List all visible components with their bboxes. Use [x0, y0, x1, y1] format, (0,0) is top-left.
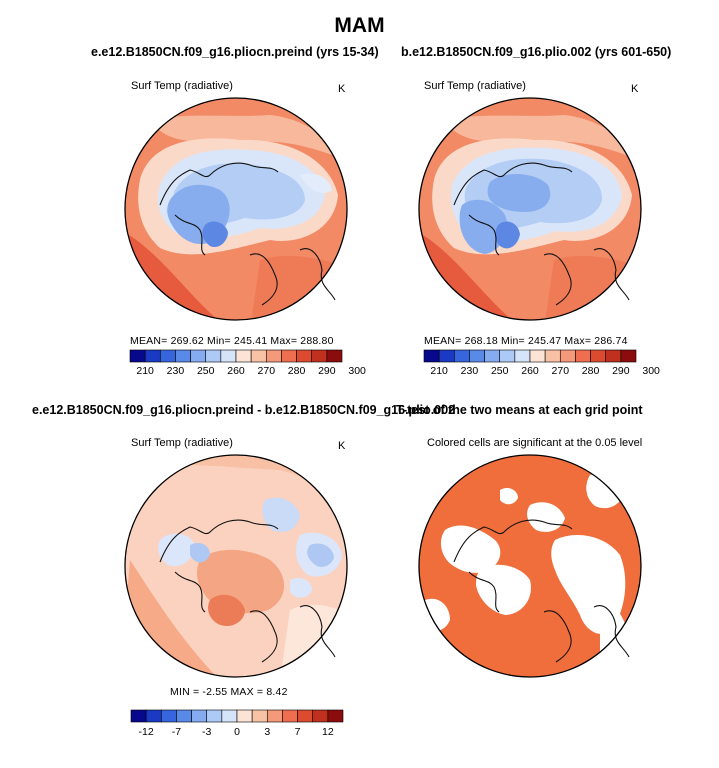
colorbar-swatch [297, 709, 314, 723]
colorbar-swatch [281, 349, 297, 363]
panel1-title: e.e12.B1850CN.f09_g16.pliocn.preind (yrs… [91, 45, 379, 59]
colorbar-swatch [160, 709, 177, 723]
colorbar-tick-label: 210 [136, 365, 154, 377]
colorbar-swatch [620, 349, 637, 363]
colorbar-swatch [453, 349, 470, 363]
colorbar-swatch [296, 349, 313, 363]
colorbar-swatch [265, 349, 282, 363]
panel4-map [419, 455, 641, 677]
colorbar-swatch [499, 349, 516, 363]
panel2-map [419, 98, 641, 320]
colorbar-tick-label: 270 [257, 365, 276, 377]
panel3-colorbar [130, 709, 344, 723]
colorbar-swatch [129, 349, 146, 363]
colorbar-swatch [327, 709, 344, 723]
colorbar-swatch [484, 349, 501, 363]
panel4-significance-label: Colored cells are significant at the 0.0… [427, 437, 643, 449]
colorbar-swatch [144, 349, 161, 363]
colorbar-swatch [175, 349, 191, 363]
colorbar-swatch [529, 349, 546, 363]
colorbar-swatch [205, 349, 222, 363]
colorbar-swatch [514, 349, 531, 363]
panel1-boundary [124, 97, 348, 321]
panel1-map [125, 98, 347, 320]
colorbar-tick-label: 260 [521, 365, 539, 377]
colorbar-tick-label: 290 [612, 365, 630, 377]
colorbar-tick-label: 230 [166, 365, 185, 377]
panel2-colorbar [423, 349, 637, 363]
colorbar-swatch [251, 709, 268, 723]
colorbar-swatch [438, 349, 455, 363]
panel1-variable-label: Surf Temp (radiative) [131, 80, 233, 92]
panel1-units: K [338, 83, 346, 95]
colorbar-swatch [326, 349, 343, 363]
coastlines [159, 162, 630, 663]
colorbar-swatch [590, 349, 607, 363]
colorbar-swatch [423, 349, 440, 363]
colorbar-swatch [282, 709, 298, 723]
colorbar-swatch [559, 349, 576, 363]
colorbar-tick-label: 250 [196, 365, 215, 377]
colorbar-swatch [159, 349, 176, 363]
colorbar-swatch [220, 349, 237, 363]
colorbar-tick-label: -7 [171, 726, 182, 738]
colorbar-tick-label: 210 [430, 365, 448, 377]
colorbar-swatch [206, 709, 223, 723]
colorbar-swatch [250, 349, 267, 363]
panel1-stats: MEAN= 269.62 Min= 245.41 Max= 288.80 [130, 335, 334, 347]
colorbar-swatch [266, 709, 283, 723]
colorbar-swatch [176, 709, 192, 723]
colorbar-tick-label: 3 [264, 726, 271, 738]
panel3-variable-label: Surf Temp (radiative) [131, 437, 233, 449]
panel1-colorbar [129, 349, 343, 363]
colorbar-swatch [130, 709, 147, 723]
colorbar-swatch [575, 349, 591, 363]
colorbar-tick-label: 280 [287, 365, 306, 377]
colorbar-tick-label: 300 [348, 365, 366, 377]
colorbar-tick-label: 290 [318, 365, 336, 377]
colorbar-swatch [221, 709, 238, 723]
colorbar-swatch [469, 349, 485, 363]
panel3-stats: MIN = -2.55 MAX = 8.42 [170, 686, 288, 698]
colorbar-tick-label: 250 [490, 365, 509, 377]
colorbar-tick-label: -3 [202, 726, 212, 738]
panel2-units: K [631, 83, 639, 95]
colorbar-swatch [145, 709, 162, 723]
panel3-boundary [124, 454, 348, 678]
colorbar-tick-label: 260 [227, 365, 245, 377]
colorbar-swatch [605, 349, 622, 363]
colorbar-tick-label: -12 [138, 726, 154, 738]
colorbar-tick-label: 0 [234, 726, 240, 738]
colorbar-tick-label: 280 [581, 365, 600, 377]
colorbar-tick-label: 7 [294, 726, 301, 738]
panel2-title: b.e12.B1850CN.f09_g16.plio.002 (yrs 601-… [401, 45, 672, 59]
panel3-units: K [338, 440, 346, 452]
panel4-boundary [418, 454, 642, 678]
colorbar-swatch [311, 349, 328, 363]
panel2-variable-label: Surf Temp (radiative) [424, 80, 526, 92]
colorbar-swatch [190, 349, 207, 363]
panel2-stats: MEAN= 268.18 Min= 245.47 Max= 286.74 [424, 335, 628, 347]
colorbar-swatch [312, 709, 329, 723]
panel3-map [125, 455, 347, 677]
colorbar-tick-label: 12 [322, 726, 334, 738]
colorbar-swatch [235, 349, 252, 363]
panel4-title: T-test of the two means at each grid poi… [396, 403, 643, 417]
colorbar-tick-label: 270 [551, 365, 570, 377]
panel3-title: e.e12.B1850CN.f09_g16.pliocn.preind - b.… [32, 403, 456, 417]
colorbar-tick-label: 300 [642, 365, 660, 377]
colorbar-tick-label: 230 [460, 365, 479, 377]
colorbar-swatch [544, 349, 561, 363]
panel2-boundary [418, 97, 642, 321]
colorbar-swatch [236, 709, 253, 723]
colorbar-swatch [191, 709, 208, 723]
figure-title: MAM [334, 14, 385, 37]
